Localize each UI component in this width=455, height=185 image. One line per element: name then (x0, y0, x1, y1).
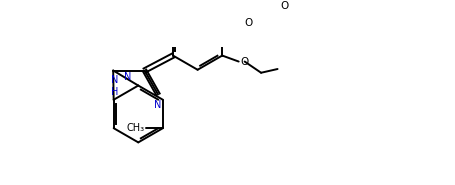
Text: N
H: N H (111, 75, 118, 97)
Text: O: O (244, 18, 253, 28)
Text: N: N (123, 72, 131, 82)
Text: O: O (240, 57, 248, 67)
Text: CH₃: CH₃ (126, 123, 145, 133)
Text: O: O (280, 1, 288, 11)
Text: N: N (154, 100, 162, 110)
